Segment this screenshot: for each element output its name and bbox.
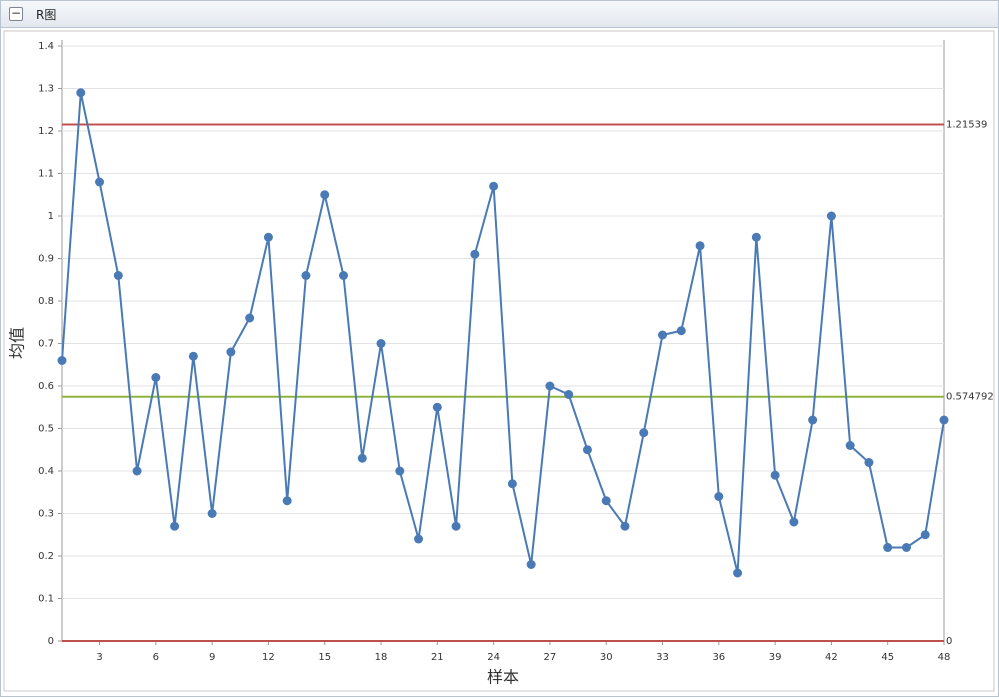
y-tick-label: 1.3 xyxy=(38,84,54,95)
data-point xyxy=(207,509,217,518)
data-point xyxy=(751,232,761,242)
data-point xyxy=(676,326,686,336)
y-tick-label: 1 xyxy=(48,211,54,222)
data-point xyxy=(939,415,949,425)
x-tick-label: 33 xyxy=(656,652,669,663)
data-point xyxy=(76,88,86,98)
y-tick-label: 0.2 xyxy=(38,551,54,562)
data-point xyxy=(920,530,930,540)
x-tick-label: 30 xyxy=(600,652,613,663)
y-axis-label: 均值 xyxy=(8,327,27,359)
data-point xyxy=(282,496,292,506)
data-point xyxy=(808,415,818,425)
data-point xyxy=(357,453,367,463)
x-tick-label: 21 xyxy=(431,652,444,663)
panel-header: − R图 xyxy=(0,0,999,28)
data-point xyxy=(601,496,611,506)
data-point xyxy=(489,181,499,191)
y-tick-label: 0.5 xyxy=(38,424,54,435)
reference-label: 1.21539 xyxy=(946,119,987,130)
data-point xyxy=(151,373,161,382)
data-point xyxy=(770,470,780,480)
data-point xyxy=(883,543,893,552)
data-point xyxy=(320,190,330,200)
x-tick-label: 48 xyxy=(938,652,951,663)
x-tick-label: 15 xyxy=(318,652,331,663)
data-point xyxy=(432,402,442,412)
x-tick-label: 6 xyxy=(153,652,159,663)
data-point xyxy=(263,232,273,242)
y-tick-label: 1.2 xyxy=(38,126,54,137)
data-point xyxy=(864,458,874,467)
data-point xyxy=(901,543,911,552)
x-tick-label: 9 xyxy=(209,652,215,663)
reference-label: 0 xyxy=(946,636,952,647)
y-tick-label: 0 xyxy=(48,636,54,647)
x-tick-label: 45 xyxy=(881,652,894,663)
data-point xyxy=(582,445,592,455)
data-point xyxy=(789,517,799,527)
y-tick-label: 1.1 xyxy=(38,169,54,180)
data-point xyxy=(451,521,461,531)
data-point xyxy=(564,390,574,399)
x-tick-label: 27 xyxy=(544,652,557,663)
y-tick-label: 0.4 xyxy=(38,466,54,477)
data-point xyxy=(132,466,142,476)
x-axis-label: 样本 xyxy=(487,668,519,687)
data-point xyxy=(170,521,180,531)
data-point xyxy=(113,271,123,280)
data-point xyxy=(507,479,517,489)
x-tick-label: 24 xyxy=(487,652,500,663)
data-point xyxy=(95,177,105,187)
data-point xyxy=(470,249,480,259)
panel-title: R图 xyxy=(36,8,57,22)
data-point xyxy=(733,568,743,578)
data-point xyxy=(414,534,424,544)
data-point xyxy=(714,492,724,501)
data-point xyxy=(338,271,348,280)
y-tick-label: 0.8 xyxy=(38,296,54,307)
y-tick-label: 0.6 xyxy=(38,381,54,392)
y-tick-label: 0.7 xyxy=(38,339,54,350)
data-line xyxy=(61,92,945,574)
data-point xyxy=(57,356,67,365)
y-tick-label: 0.3 xyxy=(38,509,54,520)
y-tick-label: 0.1 xyxy=(38,594,54,605)
y-tick-label: 1.4 xyxy=(38,41,54,52)
data-point xyxy=(695,241,705,251)
x-tick-label: 39 xyxy=(769,652,782,663)
data-point xyxy=(395,466,405,476)
data-point xyxy=(526,560,536,569)
collapse-button[interactable]: − xyxy=(9,6,23,21)
chart-frame xyxy=(3,30,995,692)
data-point xyxy=(845,441,855,450)
x-tick-label: 18 xyxy=(375,652,388,663)
data-point xyxy=(245,313,255,323)
data-point xyxy=(188,351,198,361)
data-point xyxy=(376,339,386,348)
data-point xyxy=(545,381,555,391)
data-point xyxy=(226,347,236,357)
data-point xyxy=(639,428,649,438)
data-point xyxy=(301,271,311,280)
data-point xyxy=(620,521,630,531)
reference-label: 0.574792 xyxy=(946,392,994,403)
x-tick-label: 36 xyxy=(712,652,725,663)
y-tick-label: 0.9 xyxy=(38,254,54,265)
x-tick-label: 42 xyxy=(825,652,838,663)
x-tick-label: 3 xyxy=(96,652,102,663)
x-tick-label: 12 xyxy=(262,652,275,663)
data-point xyxy=(826,211,836,221)
data-point xyxy=(658,330,668,340)
